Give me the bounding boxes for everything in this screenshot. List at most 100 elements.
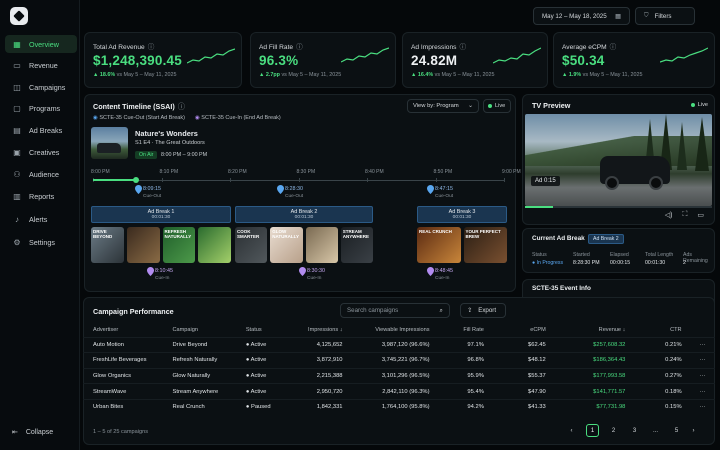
cue-out-label: Cue-Out xyxy=(143,194,162,199)
timeline-tick-label: 8:30 PM xyxy=(296,169,316,175)
cue-in-pin-icon[interactable] xyxy=(147,267,154,276)
kpi-card-average-ecpm[interactable]: Average eCPM ⓘ $50.34 ▲ 1.9% vs May 5 – May… xyxy=(553,32,715,88)
program-time: 8:00 PM – 9:00 PM xyxy=(161,152,208,158)
more-options-icon[interactable]: ··· xyxy=(695,336,715,353)
page-button[interactable]: 5 xyxy=(674,427,679,434)
cue-out-time: 8:28:30 xyxy=(285,186,303,192)
table-cell: 94.2% xyxy=(443,398,498,415)
table-header[interactable]: Revenue ↓ xyxy=(598,326,626,333)
collapse-button[interactable]: ⇤ Collapse xyxy=(12,428,54,437)
table-cell: 3,101,296 (96.5%) xyxy=(356,367,444,384)
ad-creative-thumbnail[interactable] xyxy=(126,227,160,263)
more-options-icon[interactable]: ··· xyxy=(695,383,715,400)
sidebar-item-audience[interactable]: ⚇ Audience xyxy=(5,165,77,183)
info-icon: ⓘ xyxy=(459,44,467,51)
cue-in-time: 8:30:30 xyxy=(307,268,325,274)
kpi-delta: ▲ 18.6% vs May 5 – May 11, 2025 xyxy=(93,72,177,78)
next-page-icon[interactable]: › xyxy=(692,427,695,434)
table-cell: 2,215,388 xyxy=(291,367,357,384)
ad-creative-thumbnail[interactable]: GLOW NATURALLY xyxy=(270,227,303,263)
video-player[interactable]: Ad 0:15 xyxy=(525,114,712,206)
report-icon: ▥ xyxy=(13,191,21,201)
table-cell: ● Active xyxy=(235,383,292,400)
table-cell: Drive Beyond xyxy=(162,336,236,353)
sidebar-item-programs[interactable]: ▢ Programs xyxy=(5,99,77,117)
page-button: ... xyxy=(652,427,658,434)
tv-preview-title: TV Preview xyxy=(532,101,571,110)
campaign-search-input[interactable]: Search campaigns ⌕ xyxy=(340,303,450,318)
table-row[interactable]: StreamWave Stream Anywhere ● Active 2,950,7… xyxy=(83,383,715,400)
filter-icon: ⛉ xyxy=(644,12,649,19)
more-options-icon[interactable]: ··· xyxy=(695,367,715,384)
page-button[interactable]: 3 xyxy=(632,427,637,434)
table-cell: ● Active xyxy=(235,336,292,353)
kpi-card-ad-impressions[interactable]: Ad Impressions ⓘ 24.82M ▲ 16.4% vs May 5 – … xyxy=(402,32,548,88)
cue-in-time: 8:10:45 xyxy=(155,268,173,274)
sidebar-item-alerts[interactable]: ♪ Alerts xyxy=(5,210,77,228)
export-button[interactable]: ⇪ Export xyxy=(460,303,506,318)
ad-creative-thumbnail[interactable]: DRIVE BEYOND xyxy=(91,227,124,263)
live-toggle[interactable]: Live xyxy=(483,99,511,113)
cue-in-pin-icon: ◉ xyxy=(194,115,200,121)
ad-creative-thumbnail[interactable]: REFRESH NATURALLY xyxy=(162,227,196,263)
table-header[interactable]: Impressions ↓ xyxy=(308,326,343,333)
ad-creative-thumbnail[interactable] xyxy=(305,227,338,263)
sidebar-item-label: Creatives xyxy=(29,147,60,157)
table-cell: $48.12 xyxy=(497,352,560,369)
table-row[interactable]: FreshLife Beverages Refresh Naturally ● Ac… xyxy=(83,352,715,369)
sidebar-item-overview[interactable]: ▦ Overview xyxy=(5,35,77,53)
fullscreen-icon[interactable]: ⛶ xyxy=(682,211,688,218)
sidebar-item-campaigns[interactable]: ◫ Campaigns xyxy=(5,78,77,96)
sidebar-item-settings[interactable]: ⚙ Settings xyxy=(5,233,77,251)
page-button[interactable]: 2 xyxy=(611,427,616,434)
ad-creative-thumbnail[interactable]: YOUR PERFECT BREW xyxy=(463,227,507,263)
ad-creative-thumbnail[interactable]: STREAM ANYWHERE xyxy=(340,227,373,263)
cue-out-pin-icon[interactable] xyxy=(135,185,142,194)
table-cell: ● Paused xyxy=(235,398,292,415)
cast-icon[interactable]: ▭ xyxy=(697,212,704,219)
sidebar-item-revenue[interactable]: ▭ Revenue xyxy=(5,56,77,74)
arrow-up-icon: ▲ xyxy=(259,72,266,78)
filters-button[interactable]: ⛉ Filters xyxy=(635,7,695,25)
cue-in-pin-icon[interactable] xyxy=(299,267,306,276)
kpi-card-total-ad-revenue[interactable]: Total Ad Revenue ⓘ $1,248,390.45 ▲ 18.6% vs… xyxy=(84,32,242,88)
table-row[interactable]: Urban Bites Real Crunch ● Paused 1,842,331 1… xyxy=(83,398,715,415)
date-range-picker[interactable]: May 12 – May 18, 2025 ▦ xyxy=(533,7,630,25)
sidebar-item-label: Settings xyxy=(29,237,55,247)
sidebar-item-creatives[interactable]: ▣ Creatives xyxy=(5,143,77,161)
ad-creative-thumbnail[interactable]: REAL CRUNCH xyxy=(417,227,461,263)
kpi-card-ad-fill-rate[interactable]: Ad Fill Rate ⓘ 96.3% ▲ 2.7pp vs May 5 – May… xyxy=(250,32,396,88)
table-row[interactable]: Glow Organics Glow Naturally ● Active 2,215… xyxy=(83,367,715,384)
more-options-icon[interactable]: ··· xyxy=(695,352,715,369)
kpi-title: Ad Impressions ⓘ xyxy=(411,44,467,51)
playhead-marker[interactable] xyxy=(133,177,139,183)
collapse-label: Collapse xyxy=(25,428,54,436)
volume-icon[interactable]: ◁) xyxy=(664,212,673,219)
cue-out-pin-icon[interactable] xyxy=(427,185,434,194)
program-thumbnail xyxy=(91,127,128,159)
live-label: Live xyxy=(495,103,506,109)
video-progress-bar[interactable] xyxy=(525,206,712,208)
ad-break-bar[interactable]: Ad Break 3 00:01:30 xyxy=(417,206,507,223)
sidebar-item-reports[interactable]: ▥ Reports xyxy=(5,187,77,205)
cue-out-pin-icon[interactable] xyxy=(277,185,284,194)
sidebar-item-ad-breaks[interactable]: ▤ Ad Breaks xyxy=(5,121,77,139)
more-options-icon[interactable]: ··· xyxy=(695,398,715,415)
ad-break-bar[interactable]: Ad Break 1 00:01:30 xyxy=(91,206,231,223)
ad-break-duration: 00:01:30 xyxy=(294,215,314,220)
table-row[interactable]: Auto Motion Drive Beyond ● Active 4,125,652… xyxy=(83,336,715,353)
page-button[interactable]: 1 xyxy=(586,424,599,437)
cue-in-pin-icon[interactable] xyxy=(427,267,434,276)
logo-icon[interactable] xyxy=(10,7,28,25)
ad-creative-thumbnail[interactable] xyxy=(198,227,231,263)
current-ad-break-panel: Current Ad Break Ad Break 2 Status ● In P… xyxy=(522,228,715,273)
break-info-value: 00:01:30 xyxy=(645,260,666,266)
info-icon: ⓘ xyxy=(177,102,185,111)
sidebar-item-label: Alerts xyxy=(29,214,48,224)
view-by-select[interactable]: View by: Program ⌄ xyxy=(407,99,479,113)
prev-page-icon[interactable]: ‹ xyxy=(570,427,573,434)
ad-break-bar[interactable]: Ad Break 2 00:01:30 xyxy=(235,206,373,223)
ad-creative-thumbnail[interactable]: COOK SMARTER xyxy=(235,227,268,263)
timeline-progress xyxy=(93,179,136,181)
status-dot-icon: ● xyxy=(245,357,251,364)
